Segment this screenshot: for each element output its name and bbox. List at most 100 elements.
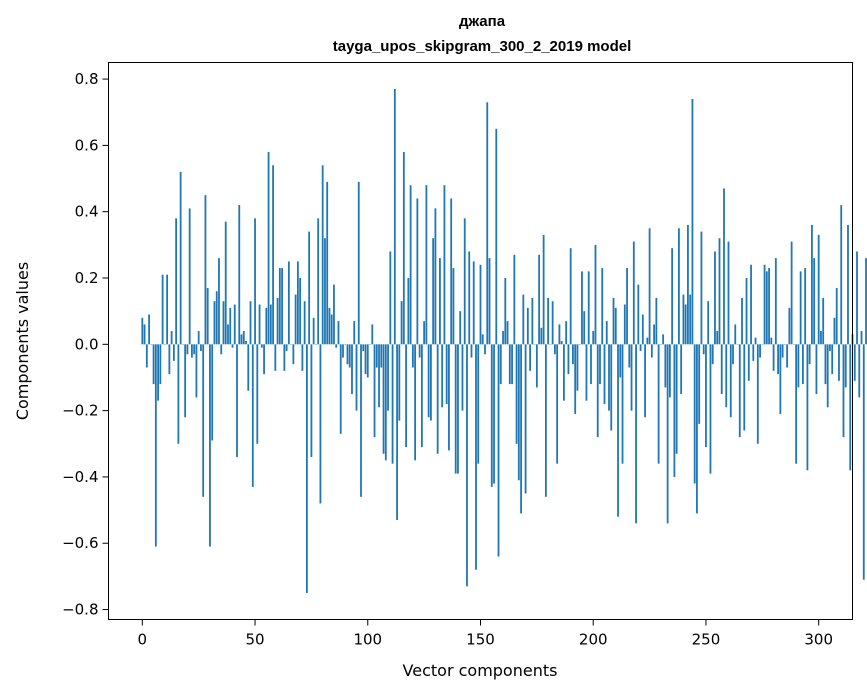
bar <box>477 344 480 464</box>
bar <box>524 344 527 494</box>
bar <box>450 198 453 345</box>
bar <box>364 344 367 375</box>
bar <box>312 317 315 345</box>
bar <box>493 344 495 484</box>
y-tick-label: −0.4 <box>62 468 98 486</box>
bar <box>632 241 635 345</box>
bar <box>673 344 676 477</box>
bar <box>772 344 775 371</box>
bar <box>612 297 615 345</box>
bar <box>366 344 369 378</box>
bar <box>849 344 852 471</box>
bar <box>202 344 205 497</box>
bar <box>353 321 356 345</box>
bar <box>678 228 680 345</box>
bar <box>506 321 509 345</box>
bar <box>535 344 538 388</box>
bar <box>294 294 297 345</box>
bar <box>391 344 394 464</box>
bar <box>179 171 182 345</box>
bar <box>306 344 308 593</box>
bar <box>470 344 473 358</box>
bar <box>671 248 674 345</box>
bar <box>177 344 180 444</box>
bar <box>436 344 439 454</box>
bar <box>745 278 748 345</box>
bar <box>265 307 268 345</box>
bar <box>583 311 586 345</box>
bar <box>220 344 223 355</box>
bar <box>617 344 619 517</box>
bar <box>709 344 712 474</box>
bar <box>206 287 209 345</box>
bar <box>655 297 658 345</box>
bar <box>218 258 220 345</box>
y-tick-label: −0.2 <box>62 402 98 420</box>
bar <box>824 344 827 385</box>
bar <box>418 344 421 358</box>
bar <box>443 185 446 345</box>
bar <box>497 344 500 557</box>
bar <box>551 301 554 345</box>
bar <box>838 344 840 381</box>
bar <box>734 324 737 345</box>
bar <box>693 344 696 484</box>
bar <box>499 344 502 385</box>
bar <box>526 307 529 345</box>
bar <box>626 268 628 345</box>
bar <box>461 344 464 411</box>
bar <box>157 344 159 401</box>
bar <box>161 274 164 345</box>
bar <box>373 344 376 438</box>
bar <box>159 344 162 385</box>
bar <box>847 224 849 345</box>
bar <box>702 344 705 355</box>
bar <box>360 344 362 497</box>
bar <box>567 344 570 375</box>
bar <box>529 344 531 371</box>
bar <box>718 238 721 345</box>
y-axis-label: Components values <box>13 262 32 420</box>
bar <box>495 128 498 345</box>
bar <box>657 344 660 464</box>
bar <box>335 344 338 348</box>
bar <box>806 344 809 471</box>
bar <box>276 297 279 345</box>
bar <box>215 291 218 345</box>
bar <box>247 344 250 391</box>
bar <box>224 221 227 345</box>
bar <box>817 234 820 345</box>
bar <box>269 304 272 345</box>
bar <box>592 331 595 345</box>
x-tick-label: 50 <box>245 631 264 649</box>
bar <box>301 344 304 371</box>
bar <box>696 344 698 514</box>
bar <box>326 181 329 345</box>
chart-title: джапа <box>459 13 506 30</box>
bar <box>790 241 793 345</box>
bar <box>479 264 482 345</box>
bar <box>184 344 187 418</box>
bar <box>596 344 599 438</box>
bar <box>515 344 518 444</box>
bar <box>605 321 608 345</box>
bar <box>317 218 320 345</box>
x-axis-label: Vector components <box>403 661 558 680</box>
bar <box>384 344 387 461</box>
bar <box>145 344 148 368</box>
bar <box>319 344 322 504</box>
bar <box>752 344 755 361</box>
bar <box>398 344 401 421</box>
bar <box>393 89 396 345</box>
bar <box>400 301 403 345</box>
y-axis-ticks: −0.8 −0.6 −0.4 −0.2 0.0 0.2 0.4 0.6 0.8 <box>62 70 109 619</box>
bar <box>430 344 432 421</box>
bar <box>691 98 694 345</box>
bar <box>572 344 574 365</box>
bar <box>862 344 865 580</box>
bar <box>267 152 270 345</box>
bar <box>168 344 171 375</box>
bar <box>754 337 757 345</box>
bar <box>520 344 522 514</box>
bar <box>188 208 191 345</box>
